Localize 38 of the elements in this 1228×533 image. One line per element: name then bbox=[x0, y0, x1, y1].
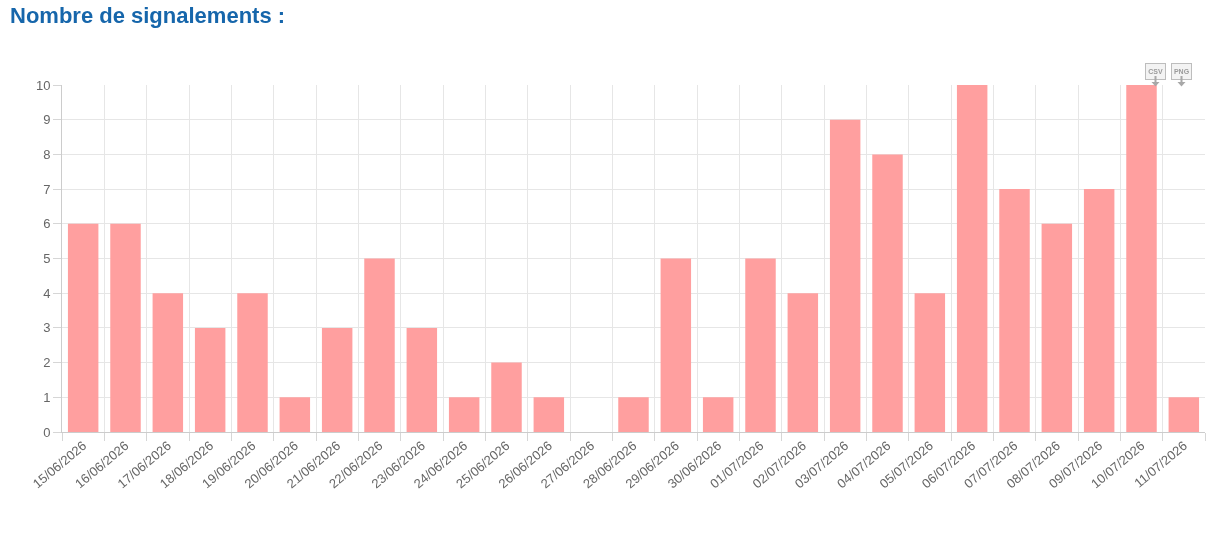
bar bbox=[745, 258, 776, 432]
bar bbox=[618, 397, 649, 432]
bar bbox=[406, 327, 438, 432]
y-tick-label: 8 bbox=[43, 146, 51, 162]
bar bbox=[660, 258, 692, 432]
y-tick-label: 0 bbox=[43, 424, 51, 440]
bar bbox=[914, 293, 946, 432]
bar bbox=[999, 189, 1030, 432]
bar bbox=[1126, 85, 1157, 432]
y-tick-label: 7 bbox=[43, 181, 51, 197]
y-tick-label: 1 bbox=[43, 389, 51, 405]
bar bbox=[152, 293, 184, 432]
bar bbox=[702, 397, 734, 432]
bar bbox=[364, 258, 395, 432]
bar bbox=[533, 397, 565, 432]
y-tick-label: 10 bbox=[35, 77, 51, 93]
y-tick-label: 9 bbox=[43, 112, 51, 128]
y-tick-label: 3 bbox=[43, 320, 51, 336]
bar bbox=[194, 327, 226, 432]
bar bbox=[1168, 397, 1200, 432]
bar bbox=[491, 362, 522, 432]
bar bbox=[956, 85, 988, 432]
y-tick-label: 2 bbox=[43, 355, 51, 371]
bar bbox=[1041, 223, 1073, 432]
bar bbox=[787, 293, 819, 432]
bar bbox=[321, 327, 353, 432]
bar bbox=[829, 119, 861, 432]
bar bbox=[110, 223, 141, 432]
y-tick-label: 6 bbox=[43, 216, 51, 232]
y-tick-label: 5 bbox=[43, 251, 51, 267]
bar bbox=[237, 293, 268, 432]
y-tick-label: 4 bbox=[43, 285, 51, 301]
bar bbox=[279, 397, 311, 432]
bar bbox=[448, 397, 480, 432]
bar bbox=[1083, 189, 1115, 432]
bar bbox=[67, 223, 99, 432]
bar bbox=[872, 154, 903, 432]
chart-title: Nombre de signalements : bbox=[10, 3, 286, 29]
